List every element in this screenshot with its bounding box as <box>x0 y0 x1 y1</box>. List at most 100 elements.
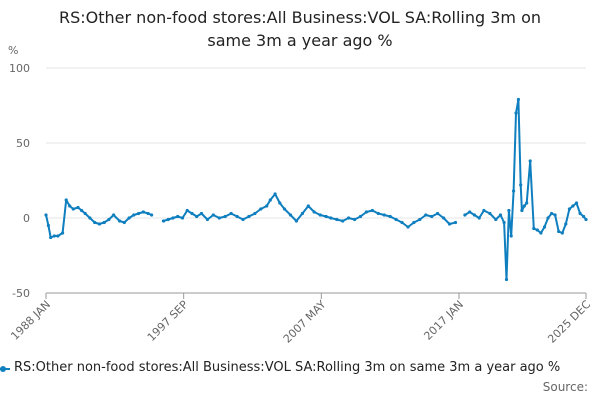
series-line <box>464 98 587 281</box>
y-axis-label: % <box>8 44 18 57</box>
data-point <box>567 207 572 211</box>
data-point <box>102 220 106 225</box>
data-point <box>557 229 561 234</box>
data-point <box>482 208 486 213</box>
data-point <box>358 214 363 219</box>
data-point <box>211 213 215 217</box>
data-point <box>44 213 48 217</box>
data-point <box>180 216 185 220</box>
chart-title: RS:Other non-food stores:All Business:VO… <box>0 6 600 52</box>
data-point <box>584 217 588 222</box>
data-point <box>564 222 568 226</box>
data-point <box>56 234 60 238</box>
x-tick-label: 1997 SEP <box>145 298 191 344</box>
data-point <box>364 210 368 214</box>
data-point <box>546 216 550 220</box>
data-point <box>472 213 476 217</box>
x-tick-label: 2017 JAN <box>421 298 466 343</box>
data-point <box>436 211 440 216</box>
data-point <box>288 213 293 217</box>
data-point <box>442 216 446 220</box>
data-point <box>127 216 131 220</box>
data-point <box>118 219 122 223</box>
data-point <box>341 219 345 223</box>
data-point <box>146 211 150 216</box>
data-point <box>294 219 298 223</box>
data-point <box>205 217 209 222</box>
data-point <box>88 216 92 220</box>
data-point <box>93 220 97 225</box>
data-point <box>528 159 532 163</box>
data-point <box>507 208 511 213</box>
data-point <box>49 235 53 240</box>
data-point <box>259 207 263 211</box>
y-tick-label: -50 <box>12 287 30 300</box>
data-point <box>430 214 434 219</box>
data-point <box>532 226 536 231</box>
data-point <box>241 217 245 222</box>
legend-series-marker <box>0 366 10 372</box>
data-point <box>335 217 339 222</box>
data-point <box>247 214 251 219</box>
data-point <box>176 214 180 219</box>
chart-title-line-1: RS:Other non-food stores:All Business:VO… <box>59 8 541 27</box>
data-point <box>560 231 564 235</box>
x-tick-label: 2007 MAY <box>281 298 329 346</box>
data-point <box>61 231 65 235</box>
data-point <box>477 216 481 220</box>
data-point <box>71 207 75 211</box>
data-point <box>161 219 166 223</box>
data-point <box>353 217 357 222</box>
data-point <box>300 211 304 216</box>
data-point <box>217 216 221 220</box>
data-point <box>502 220 506 225</box>
data-point <box>122 220 126 225</box>
data-point <box>171 216 175 220</box>
data-point <box>265 204 269 208</box>
data-point <box>494 217 498 222</box>
data-point <box>539 231 543 235</box>
data-point <box>306 204 310 208</box>
data-point <box>453 220 458 225</box>
data-point <box>150 213 154 217</box>
x-tick-label: 1988 JAN <box>8 298 53 343</box>
legend-series-label: RS:Other non-food stores:All Business:VO… <box>14 360 561 375</box>
data-point <box>582 214 586 219</box>
data-point <box>382 213 386 217</box>
data-point <box>519 183 523 187</box>
data-point <box>190 211 194 216</box>
data-point <box>318 213 322 217</box>
data-point <box>553 213 557 217</box>
data-point <box>504 277 509 282</box>
data-point <box>141 210 145 214</box>
data-point <box>412 220 416 225</box>
data-point <box>514 111 518 115</box>
data-point <box>268 198 272 202</box>
data-point <box>516 97 521 102</box>
data-point <box>166 217 170 222</box>
data-point <box>195 214 199 219</box>
data-point <box>542 225 547 229</box>
data-point <box>185 208 189 213</box>
data-point <box>574 201 579 205</box>
data-point <box>324 214 328 219</box>
data-point <box>520 208 524 213</box>
data-point <box>64 198 68 202</box>
data-point <box>229 211 233 216</box>
data-point <box>571 204 575 208</box>
data-point <box>273 192 277 196</box>
data-point <box>112 213 116 217</box>
chart-title-line-2: same 3m a year ago % <box>207 31 393 50</box>
data-point <box>278 201 282 205</box>
data-point <box>52 234 56 238</box>
legend[interactable]: RS:Other non-food stores:All Business:VO… <box>0 360 600 378</box>
data-point <box>80 208 84 213</box>
data-point <box>68 204 72 208</box>
data-point <box>76 205 80 210</box>
data-point <box>463 213 467 217</box>
data-point <box>312 210 316 214</box>
data-point <box>525 201 529 205</box>
data-point <box>406 225 410 229</box>
data-point <box>400 220 404 225</box>
data-point <box>253 211 257 216</box>
